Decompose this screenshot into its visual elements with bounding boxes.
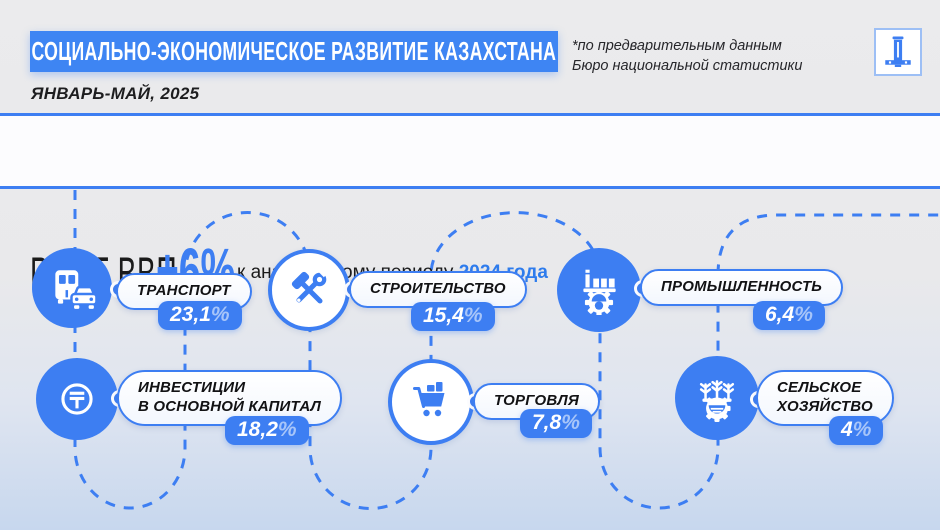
value-number: 23,1 bbox=[170, 303, 211, 326]
sector-value-construction: 15,4% bbox=[411, 302, 495, 331]
value-number: 18,2 bbox=[237, 418, 278, 441]
statistics-bureau-building-icon bbox=[885, 36, 911, 67]
sector-value-agriculture: 4% bbox=[829, 416, 884, 445]
sector-value-industry: 6,4% bbox=[753, 301, 825, 330]
tenge-coin-icon bbox=[61, 383, 93, 415]
value-number: 4 bbox=[841, 418, 853, 441]
value-unit: % bbox=[852, 418, 872, 441]
gdp-band: РОСТ ВВП +6% к аналогичному периоду 2024… bbox=[0, 113, 940, 304]
value-unit: % bbox=[561, 411, 580, 434]
value-unit: % bbox=[463, 304, 483, 327]
page-title: СОЦИАЛЬНО-ЭКОНОМИЧЕСКОЕ РАЗВИТИЕ КАЗАХСТ… bbox=[31, 36, 557, 66]
sector-circle-agriculture bbox=[675, 356, 759, 440]
value-unit: % bbox=[794, 303, 813, 326]
value-number: 6,4 bbox=[765, 303, 795, 326]
sector-label-industry: ПРОМЫШЛЕННОСТЬ bbox=[640, 269, 844, 306]
sector-circle-trade bbox=[388, 359, 474, 445]
bus-car-icon bbox=[55, 270, 97, 309]
wheat-gear-icon bbox=[699, 380, 735, 422]
value-number: 7,8 bbox=[532, 411, 562, 434]
title-banner: СОЦИАЛЬНО-ЭКОНОМИЧЕСКОЕ РАЗВИТИЕ КАЗАХСТ… bbox=[30, 31, 558, 72]
sector-circle-transport bbox=[32, 248, 112, 328]
report-period: ЯНВАРЬ-МАЙ, 2025 bbox=[31, 84, 200, 103]
sector-value-investments: 18,2% bbox=[225, 416, 309, 445]
sector-circle-investments bbox=[36, 358, 118, 440]
data-source-note: *по предварительным данным Бюро национал… bbox=[572, 38, 803, 74]
shopping-cart-icon bbox=[413, 382, 445, 417]
sector-circle-construction bbox=[268, 249, 350, 331]
hammer-wrench-icon bbox=[291, 267, 330, 304]
sector-value-transport: 23,1% bbox=[158, 301, 242, 330]
sector-label-trade: ТОРГОВЛЯ bbox=[473, 383, 600, 420]
sector-value-trade: 7,8% bbox=[520, 409, 592, 438]
value-unit: % bbox=[277, 418, 297, 441]
value-unit: % bbox=[210, 303, 230, 326]
factory-gear-icon bbox=[583, 269, 616, 315]
statistics-bureau-logo bbox=[874, 28, 922, 76]
sector-circle-industry bbox=[557, 248, 641, 332]
value-number: 15,4 bbox=[423, 304, 464, 327]
